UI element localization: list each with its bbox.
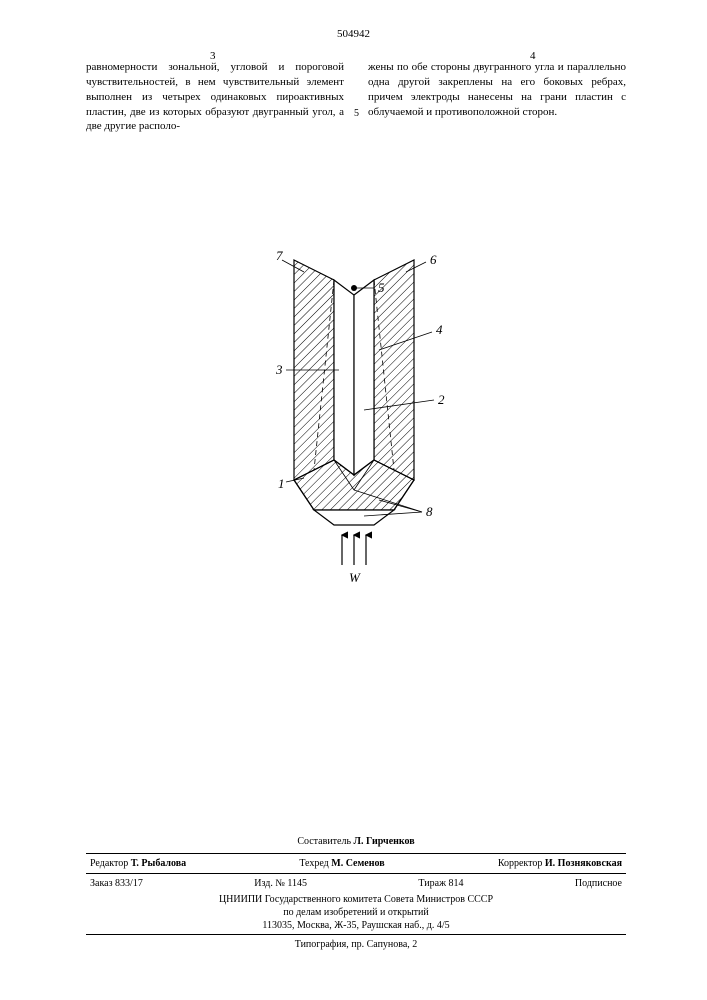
order-number: Заказ 833/17 xyxy=(90,878,143,889)
patent-number: 504942 xyxy=(337,28,370,40)
tirage: Тираж 814 xyxy=(418,878,463,889)
diagram-svg: 7 6 5 4 3 2 1 8 W xyxy=(204,220,504,600)
typography-line: Типография, пр. Сапунова, 2 xyxy=(86,939,626,950)
subscription: Подписное xyxy=(575,878,622,889)
figure: 7 6 5 4 3 2 1 8 W xyxy=(0,220,707,605)
fig-label-5: 5 xyxy=(378,280,385,295)
compiler-name: Л. Гирченков xyxy=(354,836,415,847)
footer-block: Составитель Л. Гирченков Редактор Т. Рыб… xyxy=(86,836,626,950)
editor-label: Редактор xyxy=(90,858,128,869)
corrector-label: Корректор xyxy=(498,858,543,869)
org-line-2: по делам изобретений и открытий xyxy=(86,906,626,919)
corrector-name: И. Позняковская xyxy=(545,858,622,869)
fig-label-3: 3 xyxy=(275,362,283,377)
org-line-1: ЦНИИПИ Государственного комитета Совета … xyxy=(86,893,626,906)
body-columns: равномерности зональной, угловой и порог… xyxy=(86,60,626,134)
divider xyxy=(86,934,626,935)
fig-label-4: 4 xyxy=(436,322,443,337)
org-line-3: 113035, Москва, Ж-35, Раушская наб., д. … xyxy=(86,919,626,932)
edition-number: Изд. № 1145 xyxy=(254,878,307,889)
editor-name: Т. Рыбалова xyxy=(131,858,186,869)
fig-label-1: 1 xyxy=(278,476,285,491)
editor-cell: Редактор Т. Рыбалова xyxy=(90,858,186,869)
fig-label-2: 2 xyxy=(438,392,445,407)
column-left: равномерности зональной, угловой и порог… xyxy=(86,60,344,134)
column-right: жены по обе стороны двугранного угла и п… xyxy=(368,60,626,134)
teched-label: Техред xyxy=(299,858,328,869)
corrector-cell: Корректор И. Позняковская xyxy=(498,858,622,869)
fig-label-8: 8 xyxy=(426,504,433,519)
compiler-line: Составитель Л. Гирченков xyxy=(86,836,626,847)
teched-cell: Техред М. Семенов xyxy=(299,858,384,869)
fig-arrow-label: W xyxy=(349,570,361,585)
compiler-label: Составитель xyxy=(297,836,351,847)
order-row: Заказ 833/17 Изд. № 1145 Тираж 814 Подпи… xyxy=(86,876,626,891)
fig-label-6: 6 xyxy=(430,252,437,267)
roles-row: Редактор Т. Рыбалова Техред М. Семенов К… xyxy=(86,856,626,871)
teched-name: М. Семенов xyxy=(331,858,384,869)
org-block: ЦНИИПИ Государственного комитета Совета … xyxy=(86,893,626,932)
fig-label-7: 7 xyxy=(276,248,283,263)
divider xyxy=(86,873,626,874)
divider xyxy=(86,853,626,854)
